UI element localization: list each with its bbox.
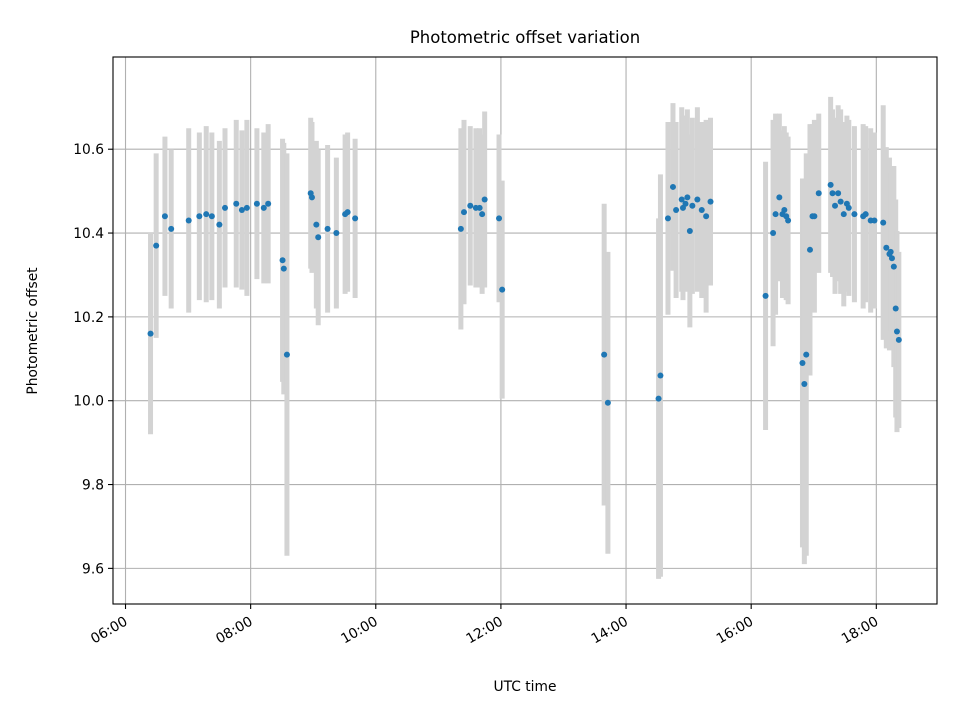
data-point (871, 217, 878, 224)
data-point (887, 248, 894, 255)
data-point (479, 211, 486, 218)
data-point (203, 211, 210, 218)
data-point (883, 244, 890, 251)
data-point (657, 372, 664, 379)
data-point (253, 200, 260, 207)
data-point (893, 328, 900, 335)
data-point (689, 202, 696, 209)
data-point (888, 255, 895, 262)
data-point (279, 257, 286, 264)
data-point (811, 213, 818, 220)
data-point (851, 211, 858, 218)
y-tick-label: 10.4 (73, 226, 104, 242)
data-point (496, 215, 503, 222)
data-point (890, 263, 897, 270)
data-point (686, 227, 693, 234)
data-point (707, 198, 714, 205)
data-point (827, 181, 834, 188)
data-point (762, 292, 769, 299)
data-point (895, 336, 902, 343)
data-point (460, 209, 467, 216)
data-point (161, 213, 168, 220)
data-point (835, 190, 842, 197)
data-point (694, 196, 701, 203)
y-tick-label: 10.0 (73, 394, 104, 410)
grid-lines (113, 57, 937, 604)
data-point (655, 395, 662, 402)
data-point (815, 190, 822, 197)
y-axis-ticks: 9.6 9.8 10.0 10.2 10.4 10.6 (73, 142, 113, 577)
data-point (147, 330, 154, 337)
data-point (243, 204, 250, 211)
y-tick-label: 9.6 (82, 561, 104, 577)
y-tick-label: 10.2 (73, 310, 104, 326)
data-point (233, 200, 240, 207)
data-points (147, 181, 902, 406)
data-point (313, 221, 320, 228)
data-point (333, 230, 340, 237)
data-point (208, 213, 215, 220)
data-point (684, 194, 691, 201)
data-point (845, 204, 852, 211)
y-axis-label: Photometric offset (25, 267, 41, 395)
data-point (673, 206, 680, 213)
data-point (776, 194, 783, 201)
data-point (260, 204, 267, 211)
data-point (352, 215, 359, 222)
data-point (457, 225, 464, 232)
data-point (481, 196, 488, 203)
data-point (216, 221, 223, 228)
data-point (880, 219, 887, 226)
data-point (862, 211, 869, 218)
data-point (678, 196, 685, 203)
data-point (781, 206, 788, 213)
plot-frame (112, 56, 938, 605)
data-point (476, 204, 483, 211)
data-point (499, 286, 506, 293)
data-point (308, 194, 315, 201)
data-point (664, 215, 671, 222)
data-point (669, 183, 676, 190)
data-point (315, 234, 322, 241)
y-tick-label: 9.8 (82, 478, 104, 494)
data-point (324, 225, 331, 232)
data-point (221, 204, 228, 211)
data-point (196, 213, 203, 220)
data-point (892, 305, 899, 312)
data-point (238, 206, 245, 213)
data-point (283, 351, 290, 358)
data-point (280, 265, 287, 272)
data-point (344, 209, 351, 216)
data-point (801, 380, 808, 387)
data-point (703, 213, 710, 220)
data-point (829, 190, 836, 197)
data-point (604, 399, 611, 406)
chart-title: Photometric offset variation (410, 28, 640, 47)
data-point (785, 217, 792, 224)
data-point (185, 217, 192, 224)
data-point (682, 200, 689, 207)
data-point (840, 211, 847, 218)
data-point (832, 202, 839, 209)
data-point (770, 230, 777, 237)
data-point (467, 202, 474, 209)
data-point (698, 206, 705, 213)
data-point (265, 200, 272, 207)
data-point (837, 198, 844, 205)
x-axis-label: UTC time (494, 679, 557, 695)
data-point (168, 225, 175, 232)
data-point (799, 359, 806, 366)
y-tick-label: 10.6 (73, 142, 104, 158)
data-point (772, 211, 779, 218)
data-point (803, 351, 810, 358)
data-point (153, 242, 160, 249)
data-point (806, 246, 813, 253)
data-point (601, 351, 608, 358)
